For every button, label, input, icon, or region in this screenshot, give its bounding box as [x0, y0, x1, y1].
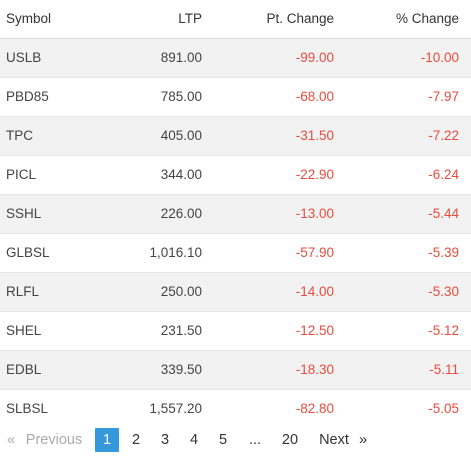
cell-pt-change: -68.00: [295, 89, 334, 104]
cell-pct-change: -7.22: [428, 128, 459, 143]
cell-ltp: 785.00: [160, 89, 202, 104]
page-button[interactable]: 5: [218, 432, 228, 448]
cell-ltp: 1,016.10: [149, 245, 202, 260]
previous-arrow-icon: «: [6, 432, 16, 448]
cell-symbol[interactable]: PBD85: [6, 89, 49, 104]
table-row: EDBL 339.50 -18.30 -5.11: [0, 350, 471, 389]
cell-pct-change: -5.12: [428, 323, 459, 338]
cell-symbol[interactable]: PICL: [6, 167, 37, 182]
cell-ltp: 231.50: [160, 323, 202, 338]
cell-pct-change: -10.00: [420, 50, 459, 65]
cell-symbol[interactable]: GLBSL: [6, 245, 50, 260]
cell-ltp: 405.00: [160, 128, 202, 143]
cell-pt-change: -18.30: [295, 362, 334, 377]
table-row: TPC 405.00 -31.50 -7.22: [0, 116, 471, 155]
cell-pct-change: -5.05: [428, 401, 459, 417]
next-button[interactable]: Next: [319, 432, 349, 448]
cell-symbol[interactable]: SSHL: [6, 206, 42, 221]
cell-pct-change: -5.39: [428, 245, 459, 260]
table-row: PICL 344.00 -22.90 -6.24: [0, 155, 471, 194]
next-arrow-icon[interactable]: »: [358, 432, 368, 448]
cell-ltp: 250.00: [160, 284, 202, 299]
cell-symbol[interactable]: SHEL: [6, 323, 42, 338]
page-button-last[interactable]: 20: [281, 432, 299, 448]
cell-symbol[interactable]: TPC: [6, 128, 33, 143]
cell-ltp: 1,557.20: [149, 401, 202, 417]
cell-ltp: 891.00: [160, 50, 202, 65]
header-pct-change[interactable]: % Change: [395, 11, 459, 27]
pagination: « Previous 1 2 3 4 5 ... 20 Next »: [0, 428, 463, 452]
cell-ltp: 339.50: [160, 362, 202, 377]
table-row: GLBSL 1,016.10 -57.90 -5.39: [0, 233, 471, 272]
header-ltp[interactable]: LTP: [178, 11, 202, 27]
table-row: RLFL 250.00 -14.00 -5.30: [0, 272, 471, 311]
cell-symbol[interactable]: SLBSL: [6, 401, 49, 417]
table-row: PBD85 785.00 -68.00 -7.97: [0, 77, 471, 116]
cell-pct-change: -7.97: [428, 89, 459, 104]
cell-symbol[interactable]: EDBL: [6, 362, 42, 377]
cell-symbol[interactable]: RLFL: [6, 284, 40, 299]
cell-pt-change: -31.50: [295, 128, 334, 143]
cell-pt-change: -13.00: [295, 206, 334, 221]
table-row: SSHL 226.00 -13.00 -5.44: [0, 194, 471, 233]
page-button[interactable]: 2: [131, 432, 141, 448]
cell-pct-change: -5.11: [429, 362, 459, 377]
cell-symbol[interactable]: USLB: [6, 50, 42, 65]
cell-pt-change: -82.80: [295, 401, 334, 417]
table-header: Symbol LTP Pt. Change % Change: [0, 0, 471, 38]
cell-pct-change: -5.44: [428, 206, 459, 221]
cell-ltp: 344.00: [160, 167, 202, 182]
header-row: Symbol LTP Pt. Change % Change: [0, 0, 471, 38]
table-row: USLB 891.00 -99.00 -10.00: [0, 38, 471, 77]
header-pt-change[interactable]: Pt. Change: [266, 11, 334, 27]
cell-ltp: 226.00: [160, 206, 202, 221]
cell-pct-change: -5.30: [428, 284, 459, 299]
cell-pt-change: -57.90: [295, 245, 334, 260]
losers-table-container: Symbol LTP Pt. Change % Change USLB 891.…: [0, 11, 471, 417]
page-button[interactable]: 4: [189, 432, 199, 448]
page-button-current[interactable]: 1: [95, 428, 119, 452]
cell-pt-change: -14.00: [295, 284, 334, 299]
table-row: SLBSL 1,557.20 -82.80 -5.05: [0, 389, 471, 428]
header-symbol[interactable]: Symbol: [6, 11, 52, 27]
cell-pt-change: -12.50: [295, 323, 334, 338]
page-button[interactable]: 3: [160, 432, 170, 448]
cell-pt-change: -22.90: [295, 167, 334, 182]
cell-pt-change: -99.00: [295, 50, 334, 65]
cell-pct-change: -6.24: [428, 167, 459, 182]
table-body: USLB 891.00 -99.00 -10.00 PBD85 785.00 -…: [0, 38, 471, 428]
previous-button: Previous: [25, 432, 83, 448]
losers-table: Symbol LTP Pt. Change % Change USLB 891.…: [0, 0, 471, 428]
table-row: SHEL 231.50 -12.50 -5.12: [0, 311, 471, 350]
pagination-ellipsis: ...: [248, 432, 262, 448]
